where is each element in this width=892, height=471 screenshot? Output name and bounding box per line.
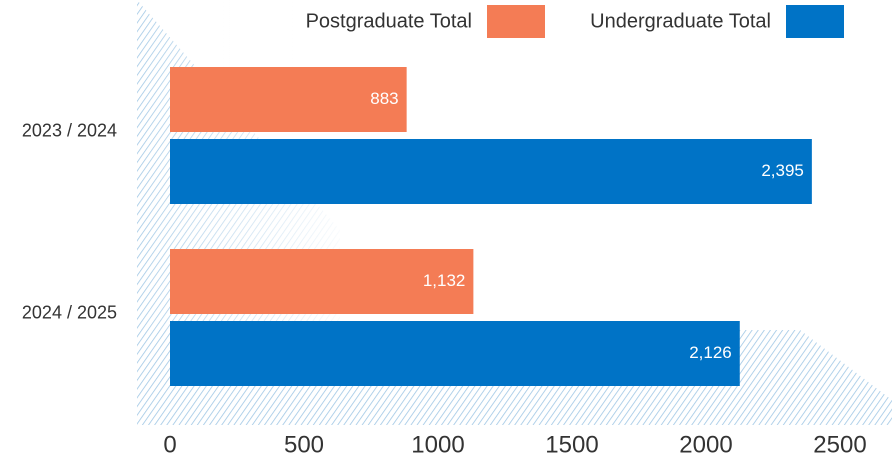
x-tick-label: 2000 xyxy=(679,431,732,458)
legend-swatch xyxy=(786,5,844,38)
bar xyxy=(170,67,407,132)
legend-label: Postgraduate Total xyxy=(306,10,472,32)
x-tick-label: 1500 xyxy=(545,431,598,458)
x-tick-label: 1000 xyxy=(411,431,464,458)
value-label: 2,126 xyxy=(689,343,732,362)
value-label: 883 xyxy=(370,89,398,108)
x-tick-label: 0 xyxy=(163,431,176,458)
value-label: 2,395 xyxy=(761,161,804,180)
bar xyxy=(170,321,740,386)
value-label: 1,132 xyxy=(423,271,466,290)
bar xyxy=(170,139,812,204)
bar xyxy=(170,249,474,314)
legend-swatch xyxy=(487,5,545,38)
legend-label: Undergraduate Total xyxy=(590,10,771,32)
x-tick-label: 500 xyxy=(284,431,324,458)
y-tick-label: 2024 / 2025 xyxy=(22,302,117,322)
y-tick-label: 2023 / 2024 xyxy=(22,120,117,140)
x-tick-label: 2500 xyxy=(813,431,866,458)
